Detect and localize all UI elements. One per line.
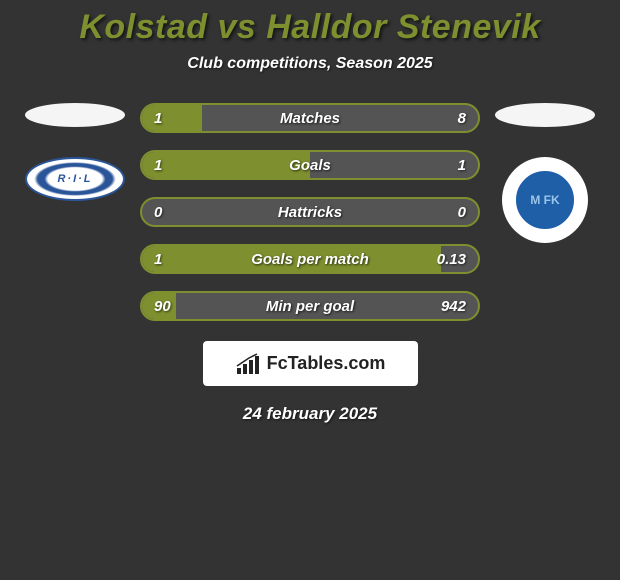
- stat-value-right: 0.13: [437, 251, 466, 268]
- stat-bar: 1 Goals 1: [140, 150, 480, 180]
- stat-bar: 0 Hattricks 0: [140, 197, 480, 227]
- player-photo-placeholder-left: [25, 103, 125, 127]
- stats-column: 1 Matches 8 1 Goals 1 0 Hattricks 0 1 Goals per ma…: [140, 103, 480, 321]
- stat-bar: 1 Goals per match 0.13: [140, 244, 480, 274]
- left-team-column: R·I·L: [20, 103, 130, 201]
- stat-value-right: 1: [458, 157, 466, 174]
- player-photo-placeholder-right: [495, 103, 595, 127]
- brand-text: FcTables.com: [267, 353, 386, 374]
- stat-value-left: 90: [154, 298, 171, 315]
- stat-label: Goals: [289, 157, 331, 174]
- stat-value-left: 0: [154, 204, 162, 221]
- stat-label: Min per goal: [266, 298, 354, 315]
- stat-bar: 90 Min per goal 942: [140, 291, 480, 321]
- branding-badge: FcTables.com: [203, 341, 418, 386]
- stat-value-left: 1: [154, 157, 162, 174]
- main-container: Kolstad vs Halldor Stenevik Club competi…: [0, 0, 620, 424]
- stat-value-right: 942: [441, 298, 466, 315]
- chart-icon: [235, 352, 261, 376]
- team-logo-left-text: R·I·L: [57, 173, 92, 185]
- team-logo-right-inner: M FK: [513, 168, 577, 232]
- stat-label: Matches: [280, 110, 340, 127]
- page-title: Kolstad vs Halldor Stenevik: [0, 8, 620, 47]
- stat-value-left: 1: [154, 110, 162, 127]
- subtitle: Club competitions, Season 2025: [0, 55, 620, 73]
- stat-bar-fill: [142, 152, 310, 178]
- team-logo-left: R·I·L: [25, 157, 125, 201]
- comparison-area: R·I·L 1 Matches 8 1 Goals 1 0 Hattricks 0 1 Goals …: [0, 103, 620, 321]
- team-logo-right-text: M FK: [530, 193, 559, 207]
- stat-value-right: 0: [458, 204, 466, 221]
- stat-bar: 1 Matches 8: [140, 103, 480, 133]
- stat-label: Goals per match: [251, 251, 369, 268]
- stat-value-left: 1: [154, 251, 162, 268]
- date-text: 24 february 2025: [0, 404, 620, 424]
- stat-label: Hattricks: [278, 204, 342, 221]
- right-team-column: M FK: [490, 103, 600, 243]
- stat-value-right: 8: [458, 110, 466, 127]
- stat-bar-fill: [142, 105, 202, 131]
- team-logo-right: M FK: [502, 157, 588, 243]
